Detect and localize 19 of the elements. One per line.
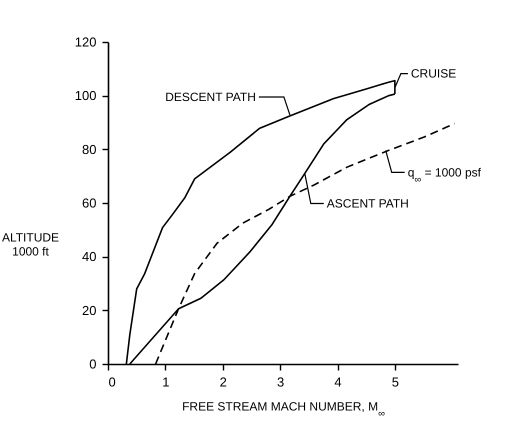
y-tick-label: 20 (82, 302, 96, 318)
annotation: DESCENT PATH (165, 90, 256, 104)
x-tick-label: 3 (277, 374, 284, 390)
annotation: q$_{∞}$ = 1000 psf (408, 165, 482, 185)
x-tick-label: 4 (334, 374, 342, 390)
x-tick-label: 5 (392, 374, 399, 390)
y-tick-label: 100 (74, 88, 96, 104)
x-axis-title: FREE STREAM MACH NUMBER, M$_{∞}$ (182, 400, 386, 419)
y-tick-label: 0 (89, 356, 96, 372)
y-tick-label: 80 (82, 142, 96, 157)
annotation: CRUISE (410, 66, 456, 81)
y-axis-title: ALTITUDE 1000 ft (2, 230, 60, 258)
y-tick-label: 60 (82, 196, 96, 210)
annotation: ASCENT PATH (326, 196, 409, 210)
y-tick-label: 120 (74, 34, 96, 50)
x-tick-label: 1 (162, 374, 170, 390)
x-tick-label: 2 (220, 374, 227, 390)
y-tick-label: 40 (82, 249, 96, 264)
x-tick-label: 0 (108, 374, 116, 390)
